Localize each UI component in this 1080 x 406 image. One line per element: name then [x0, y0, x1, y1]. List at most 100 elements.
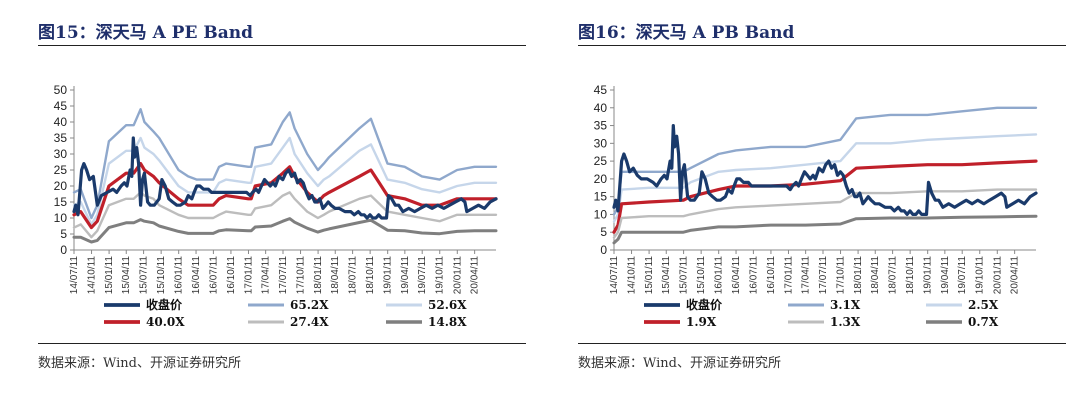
figure-title: 图15：深天马 A PE Band	[38, 23, 253, 43]
x-tick-label: 19/01/11	[383, 256, 394, 295]
legend-label: 14.8X	[428, 315, 467, 329]
series-line-4	[612, 188, 1038, 239]
x-tick-label: 18/01/11	[853, 256, 864, 295]
x-tick-label: 16/04/11	[731, 256, 742, 295]
x-tick-label: 14/10/11	[87, 256, 98, 295]
x-tick-label: 15/07/11	[679, 256, 690, 295]
x-tick-label: 17/01/11	[783, 256, 794, 295]
legend-label: 2.5X	[968, 298, 999, 312]
x-tick-label: 19/01/11	[923, 256, 934, 295]
x-tick-label: 15/07/11	[139, 256, 150, 295]
x-tick-label: 16/07/11	[208, 256, 219, 295]
legend-label: 40.0X	[146, 315, 185, 329]
legend-label: 3.1X	[830, 298, 861, 312]
x-tick-label: 19/04/11	[400, 256, 411, 295]
legend-label: 收盘价	[146, 297, 183, 312]
x-tick-label: 20/04/11	[470, 256, 481, 295]
x-tick-label: 19/10/11	[435, 256, 446, 295]
y-tick-label: 50	[54, 83, 68, 97]
x-tick-label: 18/07/11	[348, 256, 359, 295]
series-line-1	[72, 108, 498, 220]
series-line-2	[612, 133, 1038, 223]
x-tick-label: 16/10/11	[766, 256, 777, 295]
pe-band-chart: 0 5 10 15 20 25 30 35 40 45 50 14/07/11 14/10/11 15/0…	[54, 83, 498, 329]
series-line-1	[612, 106, 1038, 216]
x-tick-label: 16/07/11	[748, 256, 759, 295]
x-tick-label: 20/04/11	[1010, 256, 1021, 295]
x-tick-label: 14/07/11	[69, 256, 80, 295]
legend-label: 0.7X	[968, 315, 999, 329]
source-rule	[38, 343, 526, 344]
y-tick-label: 5	[60, 227, 67, 241]
source-note: 数据来源：Wind、开源证券研究所	[38, 356, 241, 371]
pe-band-panel: 图15：深天马 A PE Band 0 5 10 15 20 25 30 35 40 45 50 14…	[12, 0, 526, 406]
y-tick-label: 10	[594, 207, 608, 221]
title-rule	[38, 45, 526, 46]
x-tick-label: 19/10/11	[975, 256, 986, 295]
y-tick-label: 0	[600, 243, 607, 257]
y-tick-label: 45	[54, 99, 68, 113]
x-tick-label: 17/01/11	[243, 256, 254, 295]
source-note: 数据来源：Wind、开源证券研究所	[578, 356, 781, 371]
y-tick-label: 35	[594, 119, 608, 133]
x-tick-label: 17/04/11	[261, 256, 272, 295]
x-tick-label: 17/07/11	[278, 256, 289, 295]
y-tick-label: 45	[594, 83, 608, 97]
x-tick-label: 15/01/11	[104, 256, 115, 295]
series-line-5	[72, 217, 498, 244]
legend-label: 27.4X	[290, 315, 329, 329]
title-rule	[578, 45, 1066, 46]
y-tick-label: 15	[594, 190, 608, 204]
x-tick-label: 15/01/11	[644, 256, 655, 295]
y-tick-label: 15	[54, 195, 68, 209]
x-tick-label: 15/04/11	[121, 256, 132, 295]
x-tick-label: 18/04/11	[330, 256, 341, 295]
y-tick-label: 25	[54, 163, 68, 177]
legend-label: 65.2X	[290, 298, 329, 312]
x-tick-label: 15/04/11	[661, 256, 672, 295]
series-line-4	[72, 191, 498, 239]
y-tick-label: 30	[54, 147, 68, 161]
x-tick-label: 17/07/11	[818, 256, 829, 295]
x-tick-label: 18/07/11	[888, 256, 899, 295]
x-tick-label: 16/01/11	[174, 256, 185, 295]
y-tick-label: 0	[60, 243, 67, 257]
x-tick-label: 19/07/11	[417, 256, 428, 295]
series-line-5	[612, 214, 1038, 245]
x-tick-label: 15/10/11	[156, 256, 167, 295]
x-tick-label: 16/04/11	[191, 256, 202, 295]
y-tick-label: 30	[594, 136, 608, 150]
x-tick-label: 18/01/11	[313, 256, 324, 295]
x-tick-label: 19/04/11	[940, 256, 951, 295]
legend-label: 1.9X	[686, 315, 717, 329]
figure-title: 图16：深天马 A PB Band	[578, 23, 795, 43]
x-tick-label: 14/10/11	[627, 256, 638, 295]
x-tick-label: 17/10/11	[296, 256, 307, 295]
pb-band-chart: 0 5 10 15 20 25 30 35 40 45 14/07/11 14/10/11 15/01/…	[594, 83, 1038, 329]
pb-band-panel: 图16：深天马 A PB Band 0 5 10 15 20 25 30 35 40 45 14/0…	[552, 0, 1066, 406]
x-tick-label: 19/07/11	[957, 256, 968, 295]
x-tick-label: 16/10/11	[226, 256, 237, 295]
x-tick-label: 20/01/11	[452, 256, 463, 295]
series-line-0	[72, 136, 498, 220]
legend-label: 收盘价	[686, 297, 723, 312]
x-tick-label: 14/07/11	[609, 256, 620, 295]
y-tick-label: 20	[594, 172, 608, 186]
x-tick-label: 20/01/11	[992, 256, 1003, 295]
y-tick-label: 20	[54, 179, 68, 193]
x-tick-label: 18/10/11	[905, 256, 916, 295]
source-rule	[578, 343, 1066, 344]
x-tick-label: 18/04/11	[870, 256, 881, 295]
y-tick-label: 35	[54, 131, 68, 145]
legend-label: 52.6X	[428, 298, 467, 312]
y-tick-label: 40	[594, 101, 608, 115]
y-tick-label: 5	[600, 225, 607, 239]
y-tick-label: 40	[54, 115, 68, 129]
x-tick-label: 18/10/11	[365, 256, 376, 295]
x-tick-label: 16/01/11	[714, 256, 725, 295]
y-tick-label: 10	[54, 211, 68, 225]
series-line-0	[612, 123, 1038, 216]
x-tick-label: 17/10/11	[836, 256, 847, 295]
x-tick-label: 15/10/11	[696, 256, 707, 295]
x-tick-label: 17/04/11	[801, 256, 812, 295]
